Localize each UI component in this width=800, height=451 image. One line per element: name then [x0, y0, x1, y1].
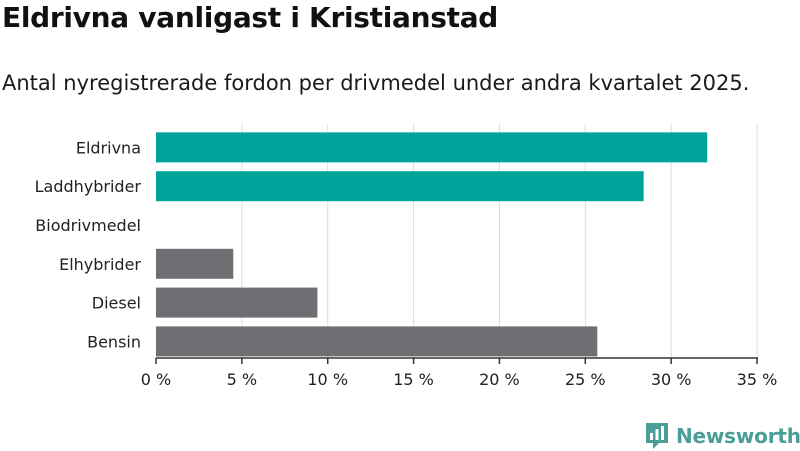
newsworthy-logo-icon — [646, 423, 668, 449]
newsworthy-logo: Newsworthy — [644, 421, 800, 451]
x-tick-label: 15 % — [393, 370, 434, 389]
x-tick-label: 0 % — [141, 370, 171, 389]
x-tick-label: 35 % — [737, 370, 778, 389]
x-tick-label: 5 % — [227, 370, 257, 389]
category-label: Diesel — [92, 294, 141, 313]
newsworthy-logo-text: Newsworthy — [676, 424, 800, 448]
category-label: Biodrivmedel — [35, 216, 141, 235]
bar — [156, 132, 708, 163]
chart-subtitle: Antal nyregistrerade fordon per drivmede… — [2, 71, 750, 95]
bar — [156, 248, 234, 279]
category-label: Bensin — [87, 332, 141, 351]
chart-title: Eldrivna vanligast i Kristianstad — [2, 1, 499, 34]
x-tick-label: 30 % — [651, 370, 692, 389]
x-tick-label: 20 % — [479, 370, 520, 389]
category-label: Laddhybrider — [35, 177, 142, 196]
category-label: Eldrivna — [76, 138, 141, 157]
x-tick-label: 25 % — [565, 370, 606, 389]
bar — [156, 171, 644, 202]
category-label: Elhybrider — [59, 255, 141, 274]
bar — [156, 287, 318, 318]
x-tick-label: 10 % — [307, 370, 348, 389]
bar — [156, 326, 598, 357]
